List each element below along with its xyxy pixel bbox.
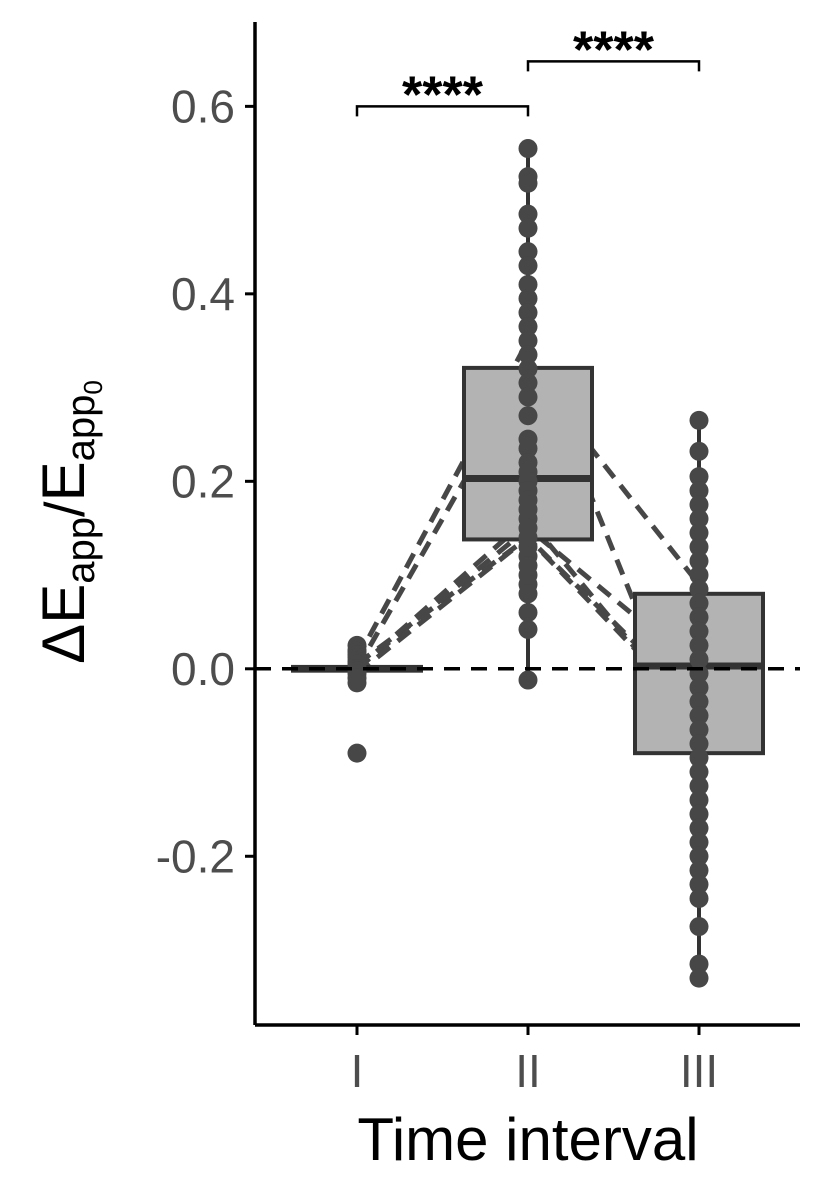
point-II-15 (518, 373, 538, 393)
x-axis-title: Time interval (357, 1106, 698, 1173)
point-III-35 (689, 954, 709, 974)
y-title-e2: E (30, 461, 97, 501)
y-title-e: E (30, 584, 97, 624)
significance-label-2: **** (573, 21, 655, 79)
point-II-12 (518, 331, 538, 351)
point-II-4 (518, 204, 538, 224)
point-III-16 (689, 649, 709, 669)
point-I-13 (347, 743, 367, 763)
point-III-22 (689, 734, 709, 754)
point-II-7 (518, 256, 538, 276)
significance-bracket-1 (355, 105, 530, 117)
point-III-7 (689, 523, 709, 543)
point-II-5 (518, 218, 538, 238)
point-III-34 (689, 917, 709, 937)
point-II-16 (518, 387, 538, 407)
point-II-36 (518, 619, 538, 639)
point-II-34 (518, 584, 538, 604)
point-III-27 (689, 804, 709, 824)
point-III-23 (689, 748, 709, 768)
point-II-10 (518, 303, 538, 323)
point-III-20 (689, 706, 709, 726)
point-III-10 (689, 565, 709, 585)
point-III-24 (689, 762, 709, 782)
point-II-1 (518, 139, 538, 159)
svg-text:ΔEapp/Eapp0: ΔEapp/Eapp0 (30, 380, 108, 664)
y-tick-label-0.0: 0.0 (171, 643, 235, 695)
point-III-29 (689, 832, 709, 852)
y-tick-label--0.2: -0.2 (156, 830, 235, 882)
x-tick-label-II: II (515, 1045, 541, 1097)
y-title-subsub2: 0 (78, 380, 108, 394)
axes: -0.20.00.20.40.6I II III (156, 22, 800, 1097)
y-title-sub: app (59, 517, 103, 584)
point-II-8 (518, 274, 538, 294)
point-III-9 (689, 551, 709, 571)
point-III-11 (689, 579, 709, 599)
point-III-19 (689, 692, 709, 712)
point-III-5 (689, 495, 709, 515)
point-III-21 (689, 720, 709, 740)
point-III-14 (689, 621, 709, 641)
point-III-12 (689, 593, 709, 613)
point-III-6 (689, 509, 709, 529)
point-III-32 (689, 874, 709, 894)
point-III-13 (689, 607, 709, 627)
point-II-6 (518, 242, 538, 262)
point-II-35 (518, 603, 538, 623)
point-II-11 (518, 317, 538, 337)
point-III-30 (689, 846, 709, 866)
point-III-36 (689, 968, 709, 988)
point-III-18 (689, 678, 709, 698)
point-III-25 (689, 776, 709, 796)
point-III-3 (689, 467, 709, 487)
point-III-31 (689, 860, 709, 880)
y-title-delta: Δ (30, 624, 97, 664)
point-II-9 (518, 289, 538, 309)
point-III-8 (689, 537, 709, 557)
point-III-26 (689, 790, 709, 810)
point-II-3 (518, 173, 538, 193)
y-tick-label-0.4: 0.4 (171, 268, 235, 320)
y-tick-label-0.2: 0.2 (171, 455, 235, 507)
point-II-13 (518, 345, 538, 365)
point-III-33 (689, 888, 709, 908)
point-II-19 (518, 439, 538, 459)
x-tick-label-III: III (680, 1045, 718, 1097)
point-II-37 (518, 670, 538, 690)
y-title-sub2: app (59, 395, 103, 462)
data-points (347, 139, 709, 988)
significance-brackets: **** **** (355, 21, 701, 124)
point-I-12 (347, 673, 367, 693)
point-II-17 (518, 406, 538, 426)
y-tick-label-0.6: 0.6 (171, 80, 235, 132)
point-II-14 (518, 359, 538, 379)
x-tick-label-I: I (351, 1045, 364, 1097)
point-III-28 (689, 818, 709, 838)
significance-bracket-2 (526, 60, 701, 72)
point-III-2 (689, 441, 709, 461)
significance-label-1: **** (402, 66, 484, 124)
y-title-slash: / (33, 501, 96, 517)
point-III-4 (689, 481, 709, 501)
point-III-15 (689, 635, 709, 655)
point-III-1 (689, 410, 709, 430)
y-axis-title: ΔEapp/Eapp0 (30, 380, 108, 664)
